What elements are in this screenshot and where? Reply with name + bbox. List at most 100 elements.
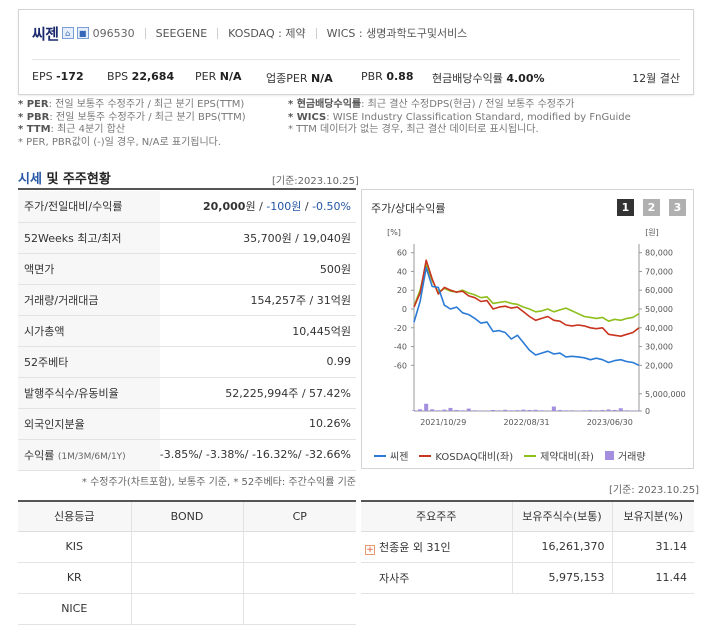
volume-bar [436, 410, 441, 411]
table-footnote: * 수정주가(차트포함), 보통주 기준, * 52주베타: 주간수익률 기준 [81, 477, 356, 488]
volume-bar [491, 409, 496, 411]
stake-cell: 31.14 [612, 531, 694, 563]
volume-bar [576, 410, 581, 411]
wics-sector: WICS : 생명과학도구및서비스 [326, 27, 468, 40]
note-line: * PER: 전일 보통주 수정주가 / 최근 분기 EPS(TTM) [18, 99, 245, 110]
table-row: 자사주 5,975,153 11.44 [361, 562, 694, 594]
x-tick-label: 2021/10/29 [420, 418, 466, 427]
volume-bar [484, 410, 489, 411]
left-tick-label: 20 [397, 286, 407, 295]
separator [144, 27, 146, 39]
legend-label: 거래량 [617, 452, 646, 463]
note-line: * WICS: WISE Industry Classification Sta… [288, 111, 631, 123]
industry-per-metric: 업종PER N/A [266, 72, 333, 85]
row-label: 52주베타 [18, 346, 160, 378]
ir-icon[interactable]: ■ [76, 27, 89, 39]
row-value: 10,445억원 [159, 315, 356, 347]
section-rule [18, 188, 356, 190]
volume-bar [570, 410, 575, 411]
agency-cell: KR [18, 562, 132, 594]
base-date: [기준:2023.10.25] [272, 176, 359, 187]
volume-bar [588, 410, 593, 411]
volume-bar [503, 409, 508, 411]
note-line: * TTM: 최근 4분기 합산 [18, 124, 126, 135]
column-header: 신용등급 [18, 500, 132, 532]
x-tick-label: 2023/06/30 [587, 418, 633, 427]
table-row: 수익률 (1M/3M/6M/1Y) -3.85%/ -3.38%/ -16.32… [18, 439, 356, 471]
fiscal-month: 12월 결산 [632, 72, 680, 85]
column-header: 보유주식수(보통) [512, 500, 613, 532]
right-tick-label: 80,000 [645, 249, 673, 258]
separator [217, 27, 219, 39]
legend-box-icon [604, 451, 614, 460]
volume-bar [557, 409, 562, 411]
volume-bar [509, 410, 514, 411]
legend-line-icon [524, 454, 537, 457]
dividend-yield-metric: 현금배당수익률 4.00% [432, 72, 545, 85]
shareholder-base-date: [기준: 2023.10.25] [609, 485, 700, 496]
volume-bar [454, 409, 459, 411]
shares-cell: 5,975,153 [512, 562, 613, 594]
market-sector: KOSDAQ : 제약 [228, 27, 306, 40]
row-value: 154,257주 / 31억원 [159, 284, 356, 316]
bond-cell [131, 531, 244, 563]
volume-bar [527, 409, 532, 411]
row-label: 거래량/거래대금 [18, 284, 160, 316]
expand-plus-icon[interactable]: + [365, 544, 375, 555]
volume-bar [533, 409, 538, 411]
bond-cell [131, 593, 244, 625]
bond-cell [131, 562, 244, 594]
notes-left: * PER: 전일 보통주 수정주가 / 최근 분기 EPS(TTM) * PB… [18, 99, 246, 149]
row-value: 20,000원 / -100원 / -0.50% [159, 191, 356, 223]
row-label: 액면가 [18, 253, 160, 285]
price-chart: [%] [원] 60 40 20 0 -20 -40 -60 80,000 70,000 60,000… [387, 228, 686, 427]
chart-tab-1[interactable]: 1 [617, 199, 634, 216]
company-name: 씨젠 [32, 24, 59, 43]
table-header-row: 주요주주 보유주식수(보통) 보유지분(%) [361, 500, 694, 532]
chart-legend: 씨젠 KOSDAQ대비(좌) 제약대비(좌) 거래량 [374, 448, 657, 463]
volume-bar [412, 410, 416, 411]
right-tick-label: 30,000 [645, 343, 673, 352]
column-header: 주요주주 [361, 500, 513, 532]
table-row: KR [18, 562, 356, 594]
volume-bar [460, 410, 465, 411]
note-line: * PER, PBR값이 (-)일 경우, N/A로 표기됩니다. [18, 136, 222, 148]
table-row: 거래량/거래대금 154,257주 / 31억원 [18, 284, 356, 316]
row-value: 10.26% [159, 408, 356, 440]
right-tick-label: 40,000 [645, 324, 673, 333]
series-line-kosdaq-relative [413, 259, 640, 337]
row-value: 500원 [159, 253, 356, 285]
shareholder-name-cell: 자사주 [361, 562, 513, 594]
left-unit-label: [%] [387, 228, 401, 237]
row-label: 52Weeks 최고/최저 [18, 222, 160, 254]
volume-bar [539, 410, 544, 411]
volume-bar [618, 408, 623, 411]
price-info-table: 주가/전일대비/수익률 20,000원 / -100원 / -0.50% 52W… [18, 191, 356, 471]
column-header: BOND [131, 500, 244, 532]
home-icon[interactable]: ⌂ [61, 27, 74, 39]
volume-bar [521, 409, 526, 411]
volume-bar [551, 406, 556, 411]
bps-metric: BPS 22,684 [107, 70, 175, 83]
volume-bar [582, 410, 587, 411]
volume-bar [606, 409, 611, 411]
volume-bar [424, 403, 429, 411]
x-tick-label: 2022/08/31 [503, 418, 549, 427]
volume-bar [594, 410, 599, 411]
volume-bar [430, 409, 435, 411]
agency-cell: NICE [18, 593, 132, 625]
volume-tick-label: 5,000,000 [645, 390, 686, 399]
right-tick-label: 60,000 [645, 286, 673, 295]
pbr-metric: PBR 0.88 [361, 70, 414, 83]
company-summary-card: 씨젠 ⌂ ■ 096530 SEEGENE KOSDAQ : 제약 WICS :… [18, 9, 694, 95]
volume-bar [472, 410, 477, 411]
chart-tab-3[interactable]: 3 [669, 199, 686, 216]
separator [315, 27, 317, 39]
credit-rating-table: 신용등급 BOND CP KIS KR NICE [18, 500, 356, 625]
series-line-seegene [413, 266, 640, 367]
legend-item: 제약대비(좌) [524, 448, 594, 463]
english-name: SEEGENE [155, 26, 208, 40]
chart-tab-2[interactable]: 2 [643, 199, 660, 216]
table-row: 액면가 500원 [18, 253, 356, 285]
volume-bar [497, 410, 502, 411]
